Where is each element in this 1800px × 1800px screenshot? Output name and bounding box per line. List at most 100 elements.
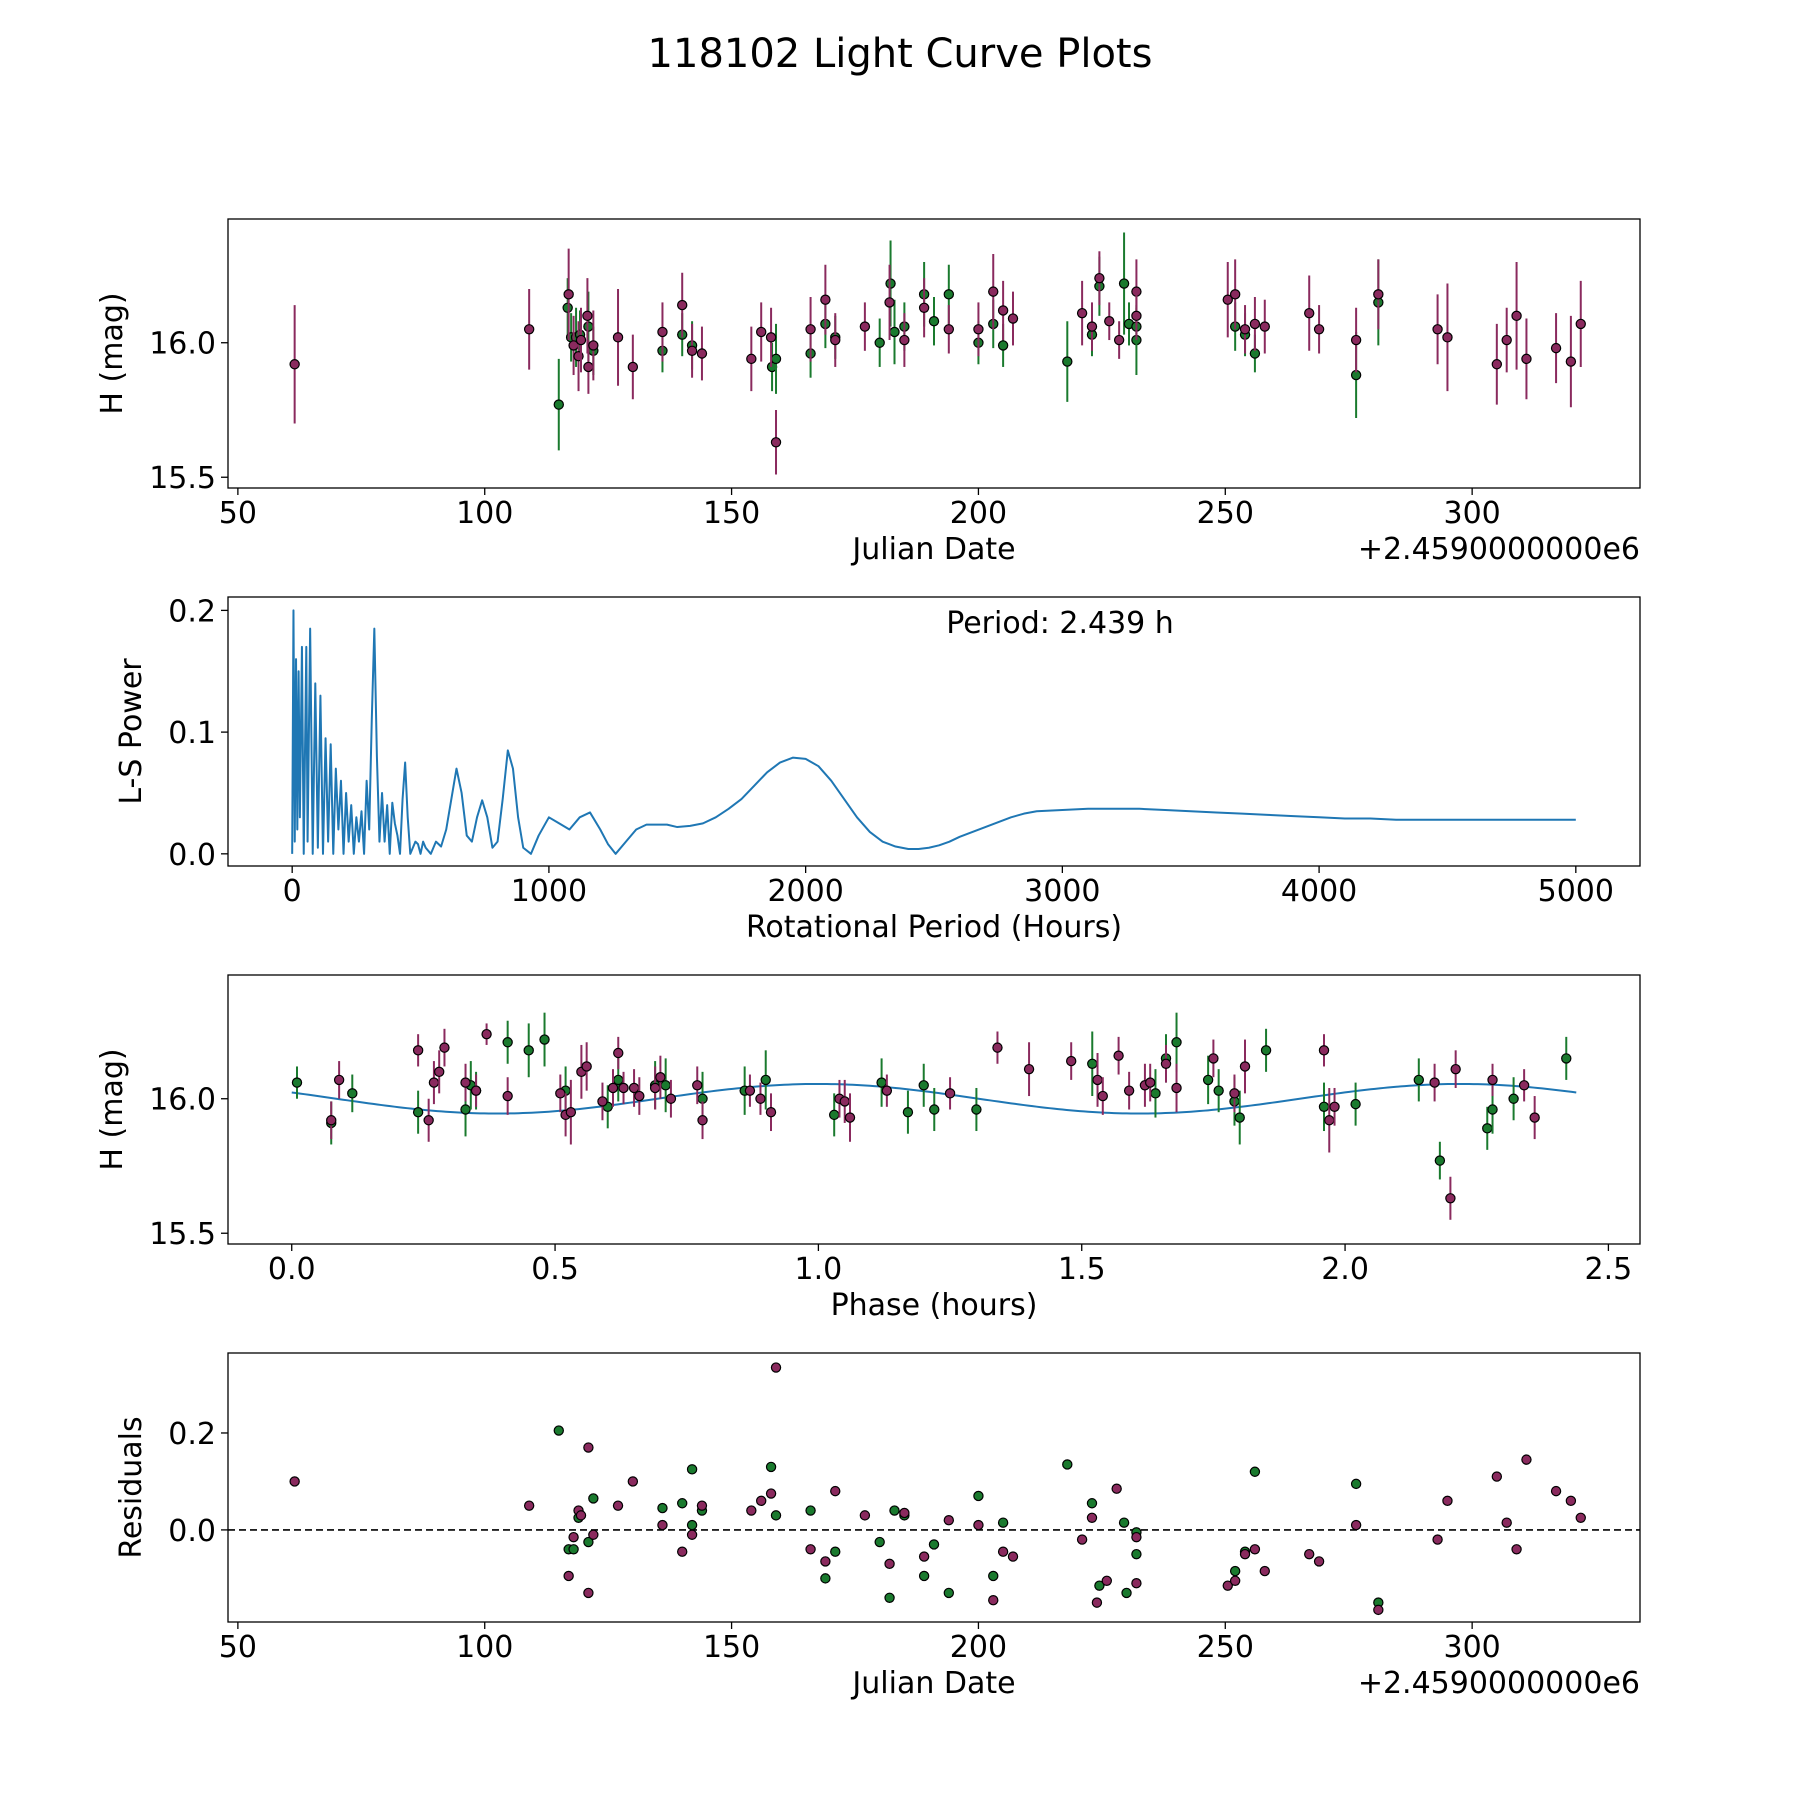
data-point bbox=[770, 1510, 782, 1521]
data-point bbox=[1249, 318, 1261, 330]
lightcurve-series-1 bbox=[553, 232, 1384, 451]
data-point bbox=[889, 1505, 900, 1516]
data-point bbox=[1104, 316, 1115, 327]
data-point bbox=[744, 1085, 756, 1096]
x-tick-label: 150 bbox=[703, 496, 760, 531]
data-point bbox=[805, 324, 816, 335]
data-point bbox=[1501, 1517, 1512, 1528]
x-tick-label: 0 bbox=[283, 874, 302, 909]
data-point bbox=[973, 1519, 984, 1531]
data-point bbox=[655, 1072, 666, 1083]
phased-panel: 0.0 0.5 1.0 1.5 2.0 2.5 15.5 16.0 Phase (hours) H… bbox=[95, 974, 1641, 1323]
data-point bbox=[830, 1485, 841, 1497]
data-point bbox=[588, 1493, 599, 1504]
data-point bbox=[563, 289, 574, 300]
x-tick-label: 1.0 bbox=[795, 1252, 843, 1287]
data-point bbox=[1101, 1575, 1112, 1587]
data-point bbox=[1521, 353, 1532, 365]
data-point bbox=[1131, 1548, 1142, 1560]
x-tick-label: 4000 bbox=[1281, 874, 1357, 909]
data-point bbox=[1086, 321, 1098, 332]
data-point bbox=[765, 1106, 777, 1118]
residuals-axes-frame bbox=[227, 1352, 1641, 1623]
data-point bbox=[943, 1515, 955, 1526]
x-tick-label: 3000 bbox=[1024, 874, 1100, 909]
data-point bbox=[1350, 1519, 1362, 1531]
data-point bbox=[460, 1077, 471, 1088]
residuals-panel: 50 100 150 200 250 300 0.0 0.2 Julian Date +2.459… bbox=[114, 1352, 1641, 1701]
x-offset-label: +2.4590000000e6 bbox=[1358, 532, 1640, 567]
data-point bbox=[692, 1080, 703, 1091]
data-point bbox=[756, 1495, 767, 1507]
x-tick-label: 5000 bbox=[1538, 874, 1614, 909]
data-point bbox=[1575, 318, 1586, 330]
x-axis-label: Phase (hours) bbox=[831, 1288, 1038, 1323]
data-point bbox=[1434, 1155, 1446, 1166]
data-point bbox=[928, 316, 940, 327]
periodogram-plot-area bbox=[291, 609, 1576, 855]
data-point bbox=[583, 1587, 594, 1599]
data-point bbox=[613, 1074, 624, 1086]
subplots: 50 100 150 200 250 300 15.5 16.0 Julian Date +2.4… bbox=[95, 218, 1641, 1701]
data-point bbox=[1202, 1074, 1214, 1086]
data-point bbox=[1213, 1085, 1224, 1096]
data-point bbox=[1150, 1088, 1161, 1099]
data-point bbox=[874, 337, 885, 348]
data-point bbox=[1229, 1565, 1241, 1577]
data-point bbox=[523, 1500, 535, 1511]
data-point bbox=[765, 1461, 777, 1473]
y-tick-label: 16.0 bbox=[149, 1083, 216, 1118]
data-point bbox=[1086, 1498, 1098, 1509]
data-point bbox=[1249, 1466, 1261, 1477]
data-point bbox=[1065, 1055, 1077, 1067]
data-point bbox=[470, 1085, 482, 1096]
x-tick-label: 100 bbox=[456, 1630, 513, 1665]
data-point bbox=[884, 1558, 895, 1570]
data-point bbox=[1487, 1104, 1498, 1115]
x-axis-label: Rotational Period (Hours) bbox=[746, 910, 1122, 945]
data-point bbox=[1222, 294, 1233, 305]
y-tick-label: 0.0 bbox=[168, 838, 216, 873]
data-point bbox=[1094, 1580, 1105, 1591]
x-tick-label: 150 bbox=[703, 1630, 760, 1665]
data-point bbox=[583, 1442, 594, 1453]
data-point bbox=[943, 1587, 955, 1599]
data-point bbox=[1259, 1565, 1270, 1577]
data-point bbox=[588, 340, 599, 351]
lightcurve-panel: 50 100 150 200 250 300 15.5 16.0 Julian Date +2.4… bbox=[95, 218, 1641, 567]
data-point bbox=[1491, 1471, 1503, 1482]
data-point bbox=[1234, 1112, 1245, 1123]
data-point bbox=[973, 1490, 984, 1502]
data-point bbox=[1260, 1045, 1272, 1056]
data-point bbox=[943, 289, 955, 300]
data-point bbox=[918, 1551, 930, 1562]
data-point bbox=[899, 1507, 910, 1519]
data-point bbox=[628, 1082, 640, 1094]
data-point bbox=[607, 1082, 619, 1094]
y-tick-label: 0.2 bbox=[168, 1417, 216, 1452]
data-point bbox=[289, 1476, 300, 1487]
data-point bbox=[1113, 334, 1125, 346]
data-point bbox=[460, 1104, 471, 1115]
data-point bbox=[423, 1115, 434, 1126]
data-point bbox=[820, 1556, 831, 1567]
x-tick-label: 250 bbox=[1197, 496, 1254, 531]
data-point bbox=[1304, 1548, 1315, 1560]
data-point bbox=[820, 1573, 831, 1584]
periodogram-panel: 0 1000 2000 3000 4000 5000 0.0 0.1 0.2 Rotational… bbox=[114, 594, 1641, 945]
data-point bbox=[523, 324, 535, 335]
x-tick-label: 0.0 bbox=[268, 1252, 316, 1287]
data-point bbox=[1575, 1512, 1586, 1523]
data-point bbox=[665, 1093, 677, 1104]
y-tick-label: 15.5 bbox=[149, 461, 216, 496]
data-point bbox=[1131, 1531, 1142, 1543]
data-point bbox=[428, 1077, 440, 1088]
data-point bbox=[581, 1061, 592, 1072]
data-point bbox=[502, 1090, 513, 1102]
data-point bbox=[765, 332, 777, 343]
data-point bbox=[1482, 1123, 1493, 1134]
x-tick-label: 0.5 bbox=[531, 1252, 579, 1287]
data-point bbox=[1023, 1063, 1035, 1075]
data-point bbox=[830, 1546, 841, 1557]
data-point bbox=[1007, 1551, 1019, 1562]
